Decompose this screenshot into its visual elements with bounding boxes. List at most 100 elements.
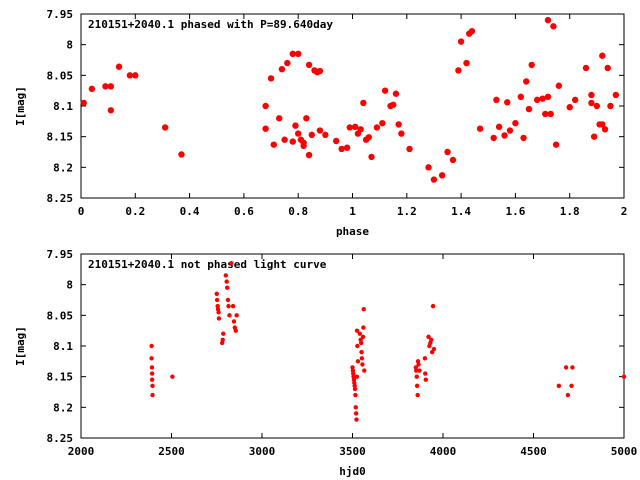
data-point (149, 356, 154, 361)
data-point (556, 383, 562, 389)
data-point (234, 313, 239, 318)
data-point (504, 99, 511, 106)
data-point (390, 101, 397, 108)
x-tick-label: 1 (349, 205, 356, 218)
unphased-light-curve-chart: 2000 2500 3000 3500 4000 4500 5000 7.95 8 8.05 8.1… (14, 248, 637, 478)
plot-frame (80, 253, 625, 439)
y-tick-label: 8.25 (47, 192, 74, 205)
data-point (425, 164, 432, 171)
x-tick-label: 4500 (520, 445, 547, 458)
data-point (102, 83, 109, 90)
y-tick-label: 8 (66, 39, 73, 52)
data-point (373, 124, 381, 131)
data-point (414, 383, 420, 389)
data-point (423, 371, 428, 376)
data-point (149, 377, 155, 382)
data-point (225, 297, 231, 303)
data-point (295, 130, 302, 137)
data-point (316, 127, 324, 134)
data-point (621, 374, 627, 379)
data-point (352, 386, 358, 392)
y-tick-label: 8.05 (47, 69, 74, 82)
data-point (295, 50, 302, 58)
y-axis-label: I[mag] (14, 326, 27, 366)
data-point (426, 334, 431, 339)
data-point (216, 316, 222, 321)
data-point (368, 153, 375, 161)
y-tick-label: 8.05 (47, 309, 74, 322)
data-point (262, 102, 269, 110)
data-point (569, 383, 574, 389)
x-tick-label: 2500 (158, 445, 185, 458)
y-tick-label: 8.15 (47, 131, 74, 144)
data-point (599, 121, 606, 128)
data-point (612, 91, 620, 99)
data-point (570, 365, 575, 370)
data-point (431, 346, 437, 352)
data-point (229, 261, 234, 266)
plot-frame (80, 13, 625, 199)
data-point (415, 392, 420, 398)
x-tick-label: 4000 (430, 445, 457, 458)
data-point (501, 132, 508, 139)
x-tick-label: 0.2 (125, 205, 145, 218)
data-point (292, 122, 299, 129)
data-point (305, 151, 313, 159)
data-point (360, 99, 367, 107)
data-point (555, 82, 563, 89)
data-point (233, 328, 238, 333)
data-point (457, 38, 465, 45)
data-point (398, 130, 405, 137)
data-point (322, 131, 329, 139)
data-point (353, 392, 358, 398)
data-point (357, 331, 362, 336)
data-point (354, 374, 360, 379)
data-point (422, 356, 428, 361)
data-point (544, 93, 552, 101)
data-point (599, 52, 606, 59)
data-point (303, 115, 310, 122)
data-point (604, 64, 611, 72)
x-tick-label: 1.6 (505, 205, 525, 218)
data-point (267, 75, 275, 82)
x-tick-label: 3500 (339, 445, 366, 458)
data-point (178, 151, 185, 158)
x-tick-label: 1.8 (560, 205, 580, 218)
data-point (355, 359, 361, 364)
data-point (590, 133, 598, 140)
x-tick-label: 3000 (249, 445, 276, 458)
data-point (281, 136, 288, 143)
data-point (115, 63, 123, 70)
data-point (353, 411, 359, 416)
data-point (358, 340, 364, 346)
data-point (352, 123, 359, 131)
data-point (224, 279, 229, 284)
data-point (539, 95, 546, 102)
data-point (528, 61, 535, 69)
data-point (216, 310, 221, 315)
data-point (455, 67, 462, 74)
data-point (523, 78, 530, 85)
data-point (316, 67, 324, 75)
data-point (353, 405, 358, 410)
data-point (552, 141, 560, 148)
data-point (533, 96, 541, 104)
data-point (566, 104, 573, 111)
data-point (361, 307, 366, 312)
y-tick-label: 8.25 (47, 432, 74, 445)
x-axis-label: phase (336, 225, 369, 238)
data-point (223, 273, 228, 278)
data-point (593, 102, 601, 110)
data-point (392, 90, 400, 97)
data-point (582, 64, 590, 72)
data-point (357, 126, 364, 133)
x-tick-label: 0.6 (234, 205, 254, 218)
data-point (495, 123, 503, 131)
chart-title: 210151+2040.1 not phased light curve (88, 258, 327, 271)
data-point (601, 126, 609, 133)
data-point (360, 334, 366, 339)
data-point (359, 356, 365, 361)
x-tick-label: 0.4 (180, 205, 200, 218)
data-point (525, 105, 533, 113)
